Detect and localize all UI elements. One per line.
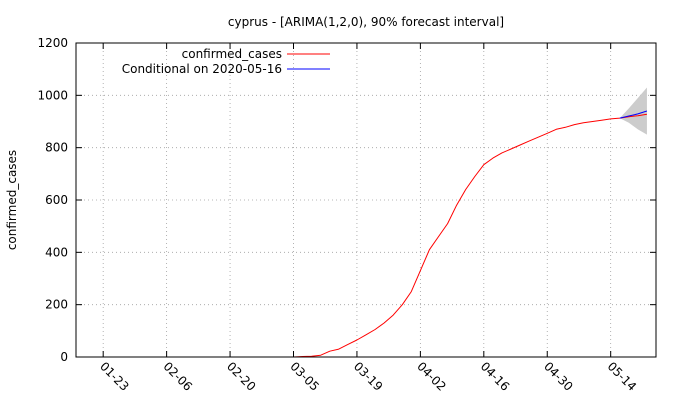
chart-title: cyprus - [ARIMA(1,2,0), 90% forecast int… (228, 15, 504, 29)
y-axis: 0 200 400 600 800 1000 1200 (37, 36, 656, 364)
x-tick-label: 03-19 (351, 359, 386, 394)
x-tick-label: 04-16 (478, 359, 513, 394)
y-tick-label: 0 (60, 350, 68, 364)
y-tick-label: 400 (45, 245, 68, 259)
x-tick-label: 05-14 (605, 359, 640, 394)
legend-label-conditional: Conditional on 2020-05-16 (122, 62, 282, 76)
series-lines (284, 110, 648, 358)
y-tick-label: 200 (45, 298, 68, 312)
y-tick-label: 800 (45, 141, 68, 155)
legend-label-confirmed-cases: confirmed_cases (182, 47, 282, 61)
x-tick-label: 04-30 (541, 359, 576, 394)
y-axis-label: confirmed_cases (5, 150, 19, 250)
forecast-interval-band (619, 87, 647, 135)
x-tick-label: 02-20 (224, 359, 259, 394)
x-tick-label: 01-23 (97, 359, 132, 394)
y-tick-label: 1000 (37, 88, 68, 102)
forecast-interval-area (619, 87, 647, 135)
y-tick-label: 1200 (37, 36, 68, 50)
y-tick-label: 600 (45, 193, 68, 207)
x-tick-label: 02-06 (161, 359, 196, 394)
grid-lines (76, 43, 656, 357)
conditional-forecast-line (619, 110, 648, 119)
x-tick-label: 03-05 (287, 359, 322, 394)
confirmed-cases-line (284, 113, 647, 358)
x-tick-label: 04-02 (414, 359, 449, 394)
